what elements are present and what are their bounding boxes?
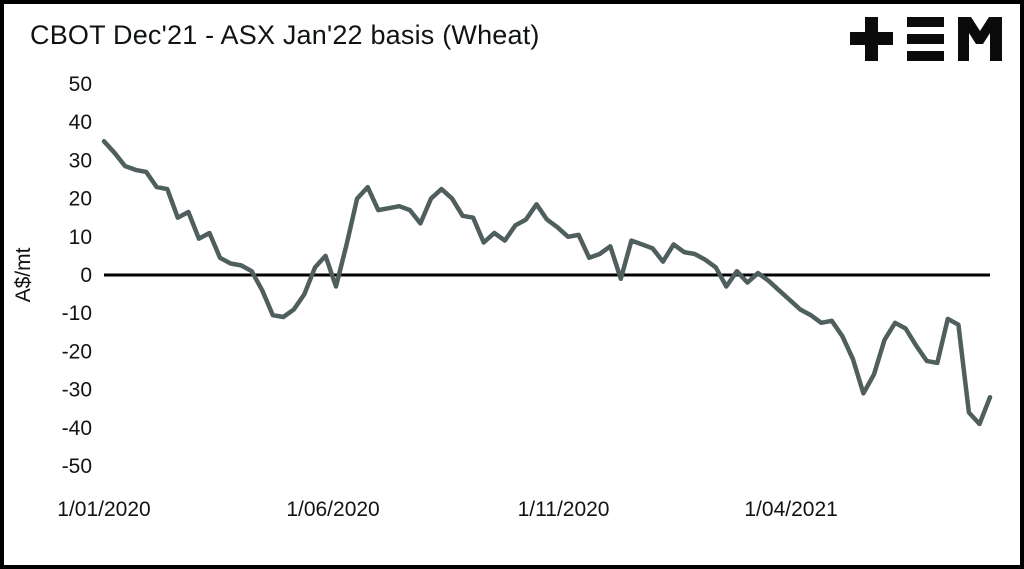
- y-tick-label: 20: [69, 188, 92, 211]
- logo-bar-bottom: [907, 51, 944, 61]
- chart-title: CBOT Dec'21 - ASX Jan'22 basis (Wheat): [30, 20, 540, 50]
- basis-line-series: [101, 139, 993, 427]
- x-tick-label: 1/06/2020: [286, 498, 379, 521]
- y-tick-label: 10: [69, 226, 92, 249]
- x-tick-label: 1/01/2020: [57, 498, 150, 521]
- y-tick-label: 40: [69, 111, 92, 134]
- logo-bar-top: [907, 17, 944, 27]
- y-tick-label: 50: [69, 73, 92, 96]
- x-tick-label: 1/11/2020: [518, 498, 610, 521]
- y-tick-label: -40: [62, 417, 92, 440]
- logo-bar-middle: [907, 34, 944, 44]
- y-tick-label: 30: [69, 149, 92, 172]
- y-tick-label: -30: [62, 379, 92, 402]
- logo-plus-bar-horizontal: [850, 32, 893, 45]
- y-axis-label: A$/mt: [12, 247, 35, 302]
- logo-m-glyph: [958, 17, 1002, 61]
- basis-line-chart: 50 40 30 20 10 0 -10 -20 -30 -40 -50 A$/mt 1/01/2020…: [12, 73, 993, 521]
- tem-logo-icon: [850, 17, 1002, 66]
- y-tick-label: 0: [80, 264, 92, 287]
- y-tick-label: -10: [62, 302, 92, 325]
- x-tick-label: 1/04/2021: [744, 498, 837, 521]
- y-tick-label: -20: [62, 340, 92, 363]
- y-tick-label: -50: [62, 455, 92, 478]
